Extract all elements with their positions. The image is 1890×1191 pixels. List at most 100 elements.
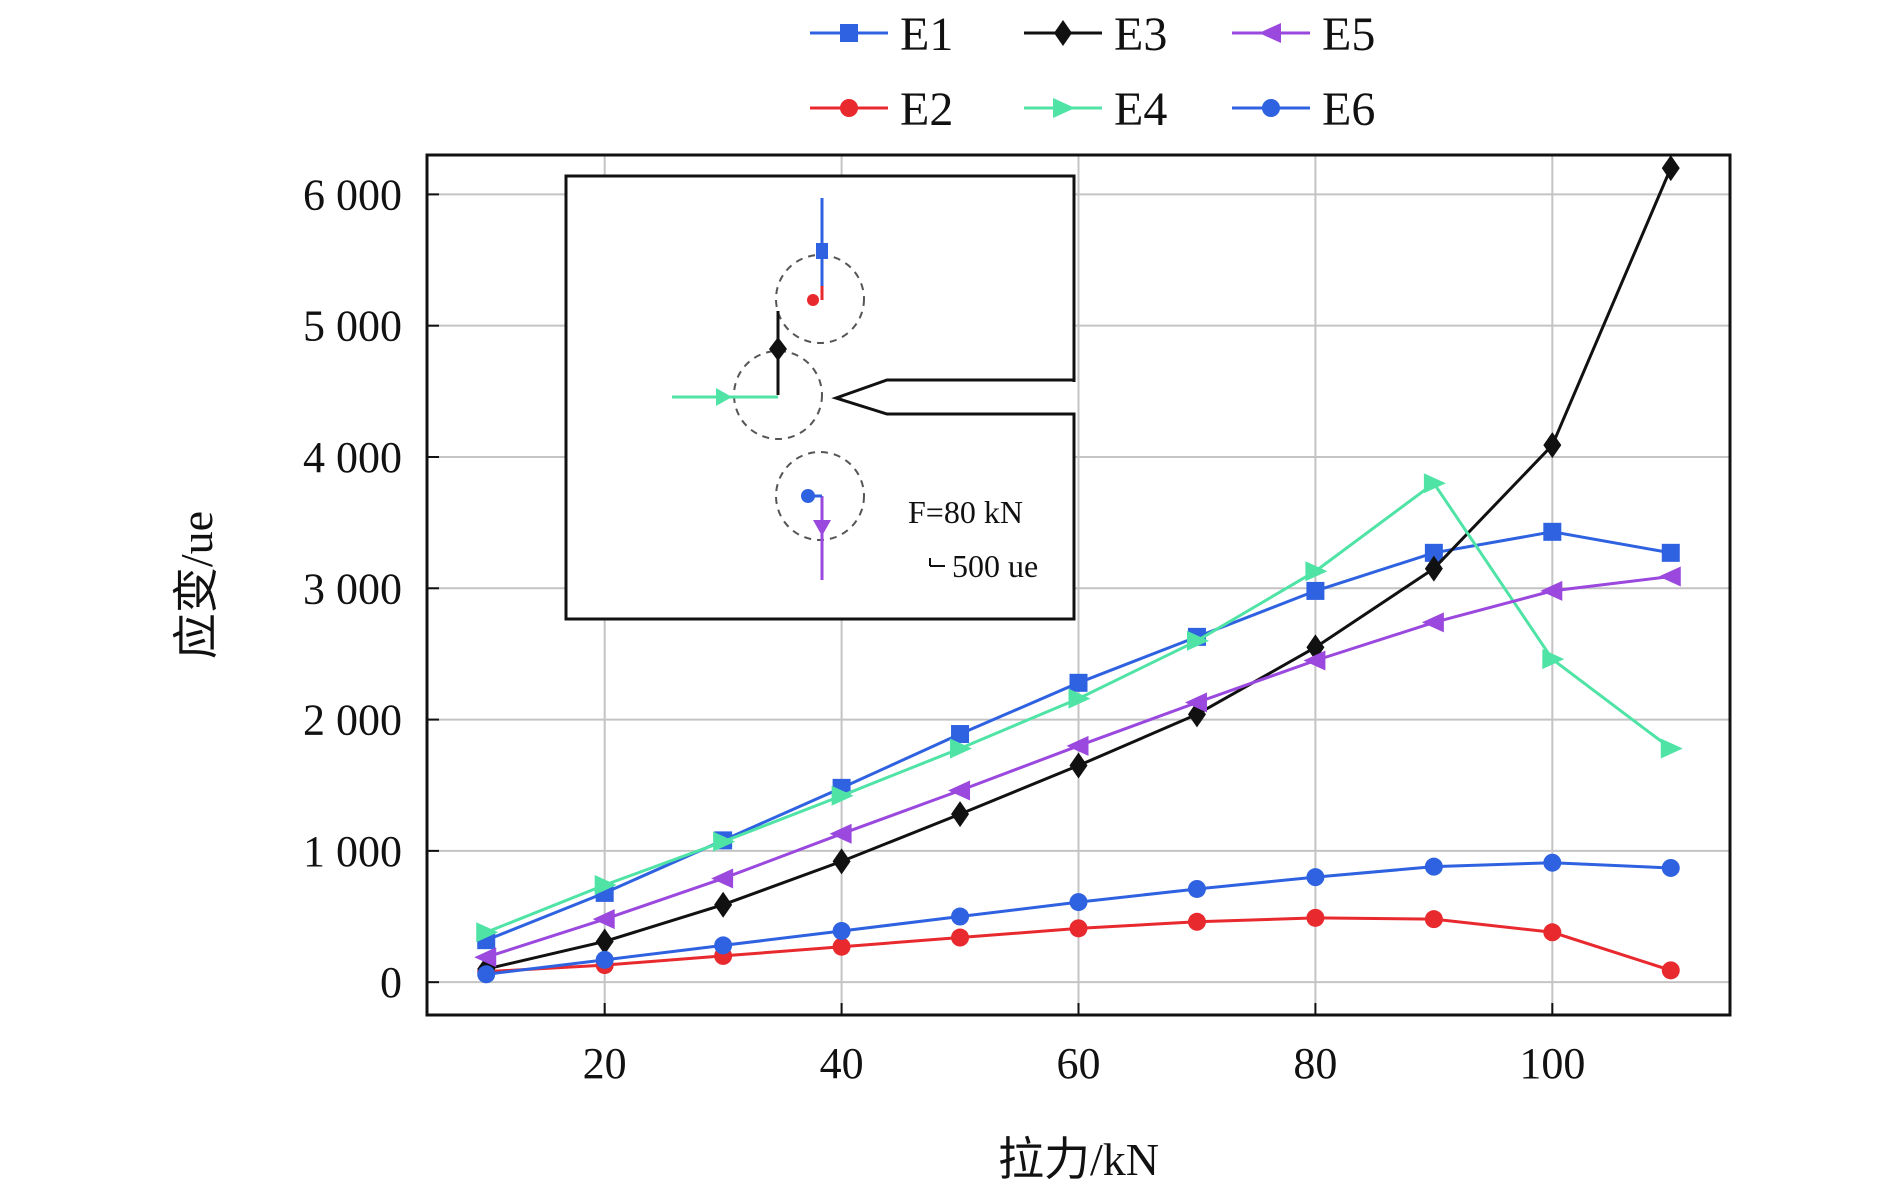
legend: E1 E2 E3 E4 E5 E6 bbox=[810, 8, 1375, 136]
x-tick-label-40: 40 bbox=[820, 1039, 864, 1088]
point-e4-100 bbox=[1542, 649, 1565, 670]
point-e4-70 bbox=[1186, 630, 1209, 651]
y-tick-label-1000: 1 000 bbox=[303, 827, 402, 876]
legend-label-e5: E5 bbox=[1322, 8, 1375, 61]
point-e4-50 bbox=[950, 738, 973, 759]
point-e5-50 bbox=[948, 780, 971, 801]
inset-e6-marker bbox=[801, 489, 815, 503]
inset-specimen-outline bbox=[564, 174, 1076, 621]
x-tick-label-100: 100 bbox=[1519, 1039, 1585, 1088]
point-e1-60 bbox=[1069, 673, 1088, 692]
point-e5-60 bbox=[1066, 735, 1089, 756]
point-e2-100 bbox=[1543, 923, 1562, 942]
point-e3-50 bbox=[951, 801, 970, 828]
legend-label-e4: E4 bbox=[1114, 83, 1167, 136]
point-e5-10 bbox=[474, 947, 497, 968]
point-e2-90 bbox=[1424, 910, 1443, 929]
x-axis-title: 拉力/kN bbox=[998, 1134, 1159, 1185]
legend-marker-e1 bbox=[840, 24, 858, 42]
point-e1-50 bbox=[951, 725, 970, 744]
point-e6-80 bbox=[1306, 868, 1325, 887]
point-e4-110 bbox=[1660, 738, 1683, 759]
point-e4-30 bbox=[713, 831, 736, 852]
point-e4-10 bbox=[476, 922, 499, 943]
point-e4-40 bbox=[831, 785, 854, 806]
point-e6-70 bbox=[1187, 879, 1206, 898]
y-tick-label-2000: 2 000 bbox=[303, 696, 402, 745]
point-e2-70 bbox=[1187, 912, 1206, 931]
point-e6-40 bbox=[832, 921, 851, 940]
point-e4-90 bbox=[1423, 473, 1446, 494]
inset-gauge-circle-1 bbox=[775, 254, 865, 344]
point-e2-50 bbox=[951, 928, 970, 947]
point-e2-60 bbox=[1069, 919, 1088, 938]
inset-e5-marker bbox=[813, 520, 831, 536]
point-e2-80 bbox=[1306, 908, 1325, 927]
point-e3-30 bbox=[714, 891, 733, 918]
y-tick-label-4000: 4 000 bbox=[303, 433, 402, 482]
legend-marker-e6 bbox=[1262, 99, 1280, 117]
x-tick-label-60: 60 bbox=[1057, 1039, 1101, 1088]
point-e5-30 bbox=[711, 868, 734, 889]
series-e6 bbox=[477, 853, 1680, 984]
point-e5-100 bbox=[1540, 580, 1563, 601]
inset-e4-marker bbox=[716, 388, 732, 406]
point-e5-80 bbox=[1303, 650, 1326, 671]
y-tick-label-3000: 3 000 bbox=[303, 564, 402, 613]
point-e6-60 bbox=[1069, 893, 1088, 912]
legend-label-e3: E3 bbox=[1114, 8, 1167, 61]
point-e4-60 bbox=[1068, 688, 1091, 709]
inset-gauge-circle-2 bbox=[733, 350, 823, 440]
point-e6-90 bbox=[1424, 857, 1443, 876]
y-tick-label-6000: 6 000 bbox=[303, 170, 402, 219]
point-e1-80 bbox=[1306, 581, 1325, 600]
point-e5-40 bbox=[829, 823, 852, 844]
inset-e3-marker bbox=[769, 337, 787, 361]
point-e5-110 bbox=[1658, 566, 1681, 587]
legend-label-e2: E2 bbox=[900, 83, 953, 136]
point-e2-40 bbox=[832, 937, 851, 956]
legend-marker-e2 bbox=[840, 99, 858, 117]
series-e5 bbox=[474, 566, 1681, 968]
legend-label-e6: E6 bbox=[1322, 83, 1375, 136]
inset-schematic: F=80 kN 500 ue bbox=[564, 174, 1076, 621]
point-e6-30 bbox=[714, 936, 733, 955]
point-e1-90 bbox=[1424, 543, 1443, 562]
point-e6-110 bbox=[1661, 858, 1680, 877]
series-layer bbox=[474, 155, 1683, 984]
axis-ticks: 20 40 60 80 100 0 1 000 2 000 3 000 4 000 5 000 6 0… bbox=[303, 170, 1585, 1088]
series-e4 bbox=[476, 473, 1683, 943]
point-e3-20 bbox=[595, 928, 614, 955]
point-e3-100 bbox=[1543, 432, 1562, 459]
legend-entry-e4: E4 bbox=[1024, 83, 1167, 136]
y-axis-title: 应变/ue bbox=[171, 511, 222, 659]
x-tick-label-20: 20 bbox=[583, 1039, 627, 1088]
point-e6-100 bbox=[1543, 853, 1562, 872]
legend-entry-e1: E1 bbox=[810, 8, 953, 61]
point-e3-110 bbox=[1661, 155, 1680, 182]
inset-e1-marker bbox=[816, 243, 828, 259]
legend-entry-e5: E5 bbox=[1232, 8, 1375, 61]
point-e5-70 bbox=[1184, 692, 1207, 713]
point-e4-80 bbox=[1305, 561, 1328, 582]
point-e4-20 bbox=[594, 875, 617, 896]
legend-label-e1: E1 bbox=[900, 8, 953, 61]
point-e3-40 bbox=[832, 848, 851, 875]
legend-entry-e2: E2 bbox=[810, 83, 953, 136]
point-e5-90 bbox=[1421, 612, 1444, 633]
inset-gauge-circle-3 bbox=[775, 451, 865, 541]
point-e5-20 bbox=[592, 909, 615, 930]
point-e6-50 bbox=[951, 907, 970, 926]
inset-e2-marker bbox=[807, 294, 819, 306]
series-e3 bbox=[477, 155, 1680, 983]
point-e6-10 bbox=[477, 965, 496, 984]
y-tick-label-0: 0 bbox=[380, 958, 402, 1007]
legend-marker-e4 bbox=[1053, 98, 1075, 118]
point-e1-110 bbox=[1661, 543, 1680, 562]
point-e1-100 bbox=[1543, 522, 1562, 541]
point-e2-110 bbox=[1661, 961, 1680, 980]
x-tick-label-80: 80 bbox=[1293, 1039, 1337, 1088]
inset-force-label: F=80 kN bbox=[908, 494, 1023, 530]
inset-scale-label: 500 ue bbox=[952, 548, 1038, 584]
